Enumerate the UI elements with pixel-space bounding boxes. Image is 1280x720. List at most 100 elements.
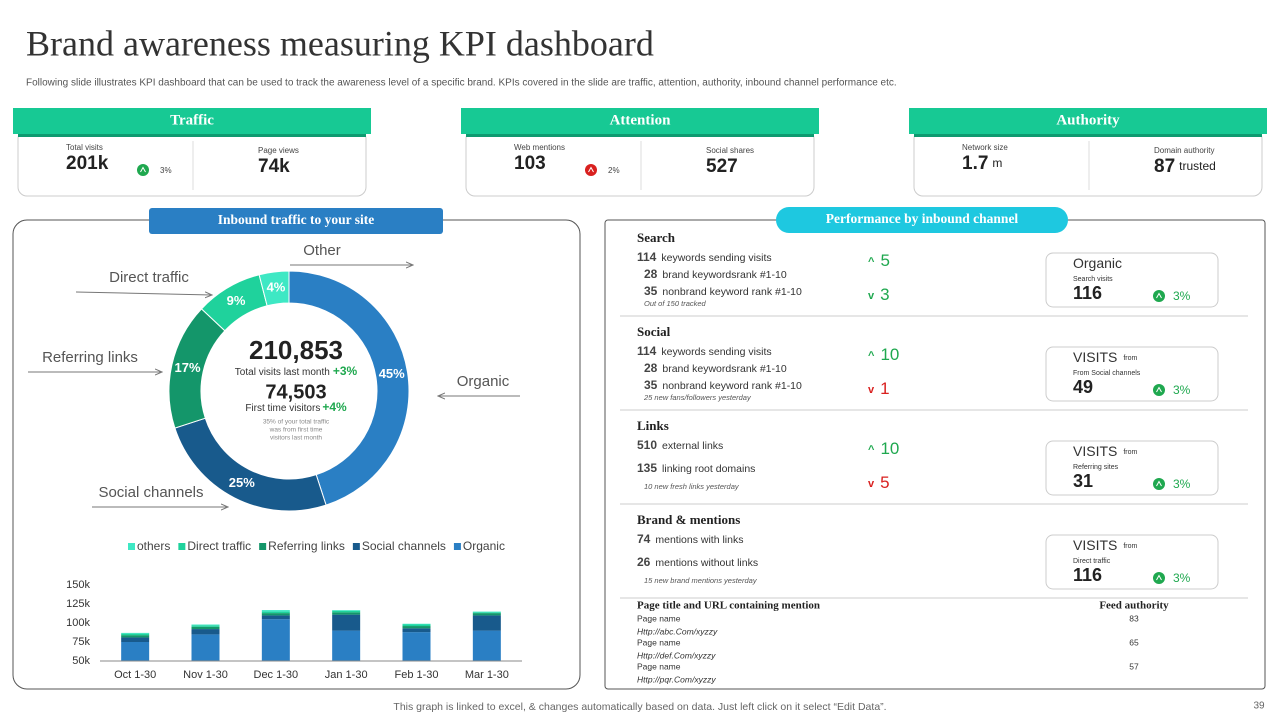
bar-segment	[402, 624, 431, 627]
card-sub: Referring sites	[1073, 464, 1119, 471]
metric-value: 103	[514, 153, 546, 174]
row-text: linking root domains	[662, 463, 755, 475]
slice-label: 17%	[174, 360, 200, 375]
legend-swatch	[178, 543, 186, 550]
row-text: keywords sending visits	[661, 346, 771, 358]
badge-arrow	[140, 166, 146, 173]
bar-segment	[191, 625, 220, 627]
change-arrow: v	[868, 478, 875, 490]
center-total: 210,853	[249, 335, 343, 365]
table-cell: Http://def.Com/xyzzy	[637, 650, 716, 660]
y-tick-label: 100k	[66, 617, 90, 629]
metric-label: Web mentions	[514, 143, 565, 152]
table-cell: 57	[1129, 661, 1139, 671]
card-sub: Search visits	[1073, 276, 1113, 283]
y-tick-label: 50k	[72, 655, 90, 667]
change: ^ 5	[868, 251, 890, 270]
card-value: 49	[1073, 377, 1093, 397]
label: Total visits last month	[235, 367, 330, 378]
legend-label: Social channels	[362, 539, 446, 553]
x-tick-label: Nov 1-30	[183, 669, 228, 681]
card-change: 3%	[1173, 571, 1191, 585]
section-row: 74 mentions with links	[637, 532, 743, 546]
callout-label: Other	[303, 242, 341, 259]
slice-label: 25%	[229, 475, 255, 490]
card-sub: Direct traffic	[1073, 558, 1111, 565]
callout-label: Referring links	[42, 349, 138, 366]
change-value: 10	[880, 439, 899, 458]
slice-label: 45%	[379, 366, 405, 381]
badge	[137, 164, 149, 176]
bar-segment	[121, 637, 150, 642]
legend-swatch	[259, 543, 267, 550]
section-note: 10 new fresh links yesterday	[644, 482, 740, 491]
badge	[1153, 572, 1165, 584]
row-value: 35	[644, 284, 658, 298]
metric-label: Network size	[962, 143, 1008, 152]
panel-title: Inbound traffic to your site	[218, 212, 375, 227]
row-text: mentions with links	[655, 534, 743, 546]
x-tick-label: Dec 1-30	[254, 669, 299, 681]
slice-label: 4%	[267, 279, 286, 294]
kpi-title: Authority	[1056, 112, 1120, 128]
section-title: Links	[637, 418, 669, 433]
change-value: 3	[880, 285, 889, 304]
bar-segment	[402, 626, 431, 629]
metric-label: Total visits	[66, 143, 103, 152]
row-text: mentions without links	[655, 557, 758, 569]
metric-value: 201k	[66, 153, 109, 174]
badge	[1153, 290, 1165, 302]
metric-value: 1.7 m	[962, 153, 1002, 174]
change-arrow: v	[868, 290, 875, 302]
bar-segment	[472, 615, 501, 631]
section-row: 35 nonbrand keyword rank #1-10	[644, 378, 802, 392]
bar-segment	[402, 623, 431, 625]
card-title: Organic	[1073, 255, 1122, 271]
table-cell: Page name	[637, 637, 681, 647]
panel-title-bg	[149, 208, 443, 234]
visit-card	[1045, 440, 1219, 496]
metric-value: 74k	[258, 156, 290, 177]
kpi-title: Attention	[610, 112, 671, 128]
row-text: external links	[662, 440, 723, 452]
card-sub: From Social channels	[1073, 370, 1141, 377]
bar-segment	[261, 611, 290, 614]
section-row: 135 linking root domains	[637, 461, 755, 475]
bar-segment	[261, 619, 290, 661]
y-tick-label: 150k	[66, 579, 90, 591]
y-tick-label: 125k	[66, 598, 90, 610]
section-row: 28 brand keywordsrank #1-10	[644, 267, 787, 281]
callout-label: Organic	[457, 373, 510, 390]
row-text: nonbrand keyword rank #1-10	[662, 380, 802, 392]
kpi-header	[909, 108, 1267, 134]
visit-card	[1045, 252, 1219, 308]
bars	[121, 610, 501, 661]
card-change: 3%	[1173, 383, 1191, 397]
badge-arrow	[1156, 574, 1162, 581]
bar-segment	[191, 629, 220, 635]
metric-unit: trusted	[1179, 159, 1216, 173]
badge-arrow	[1156, 386, 1162, 393]
panel-title-bg	[776, 207, 1068, 233]
bar-segment	[472, 612, 501, 614]
legend-label: Organic	[463, 539, 505, 553]
row-text: brand keywordsrank #1-10	[662, 363, 786, 375]
table-cell: Http://pqr.Com/xyzzy	[637, 674, 716, 684]
row-text: brand keywordsrank #1-10	[662, 269, 786, 281]
bar-segment	[191, 626, 220, 630]
bar-segment	[402, 628, 431, 633]
visit-card	[1045, 534, 1219, 590]
metric-value: 87	[1154, 156, 1175, 177]
bar-segment	[472, 611, 501, 613]
kpi-header	[461, 108, 819, 134]
panel-title: Performance by inbound channel	[826, 211, 1019, 226]
change-arrow: ^	[868, 256, 875, 268]
row-value: 135	[637, 461, 657, 475]
section-row: 28 brand keywordsrank #1-10	[644, 361, 787, 375]
metric-label: Social shares	[706, 146, 754, 155]
bar-segment	[332, 630, 361, 661]
x-tick-label: Mar 1-30	[465, 669, 509, 681]
